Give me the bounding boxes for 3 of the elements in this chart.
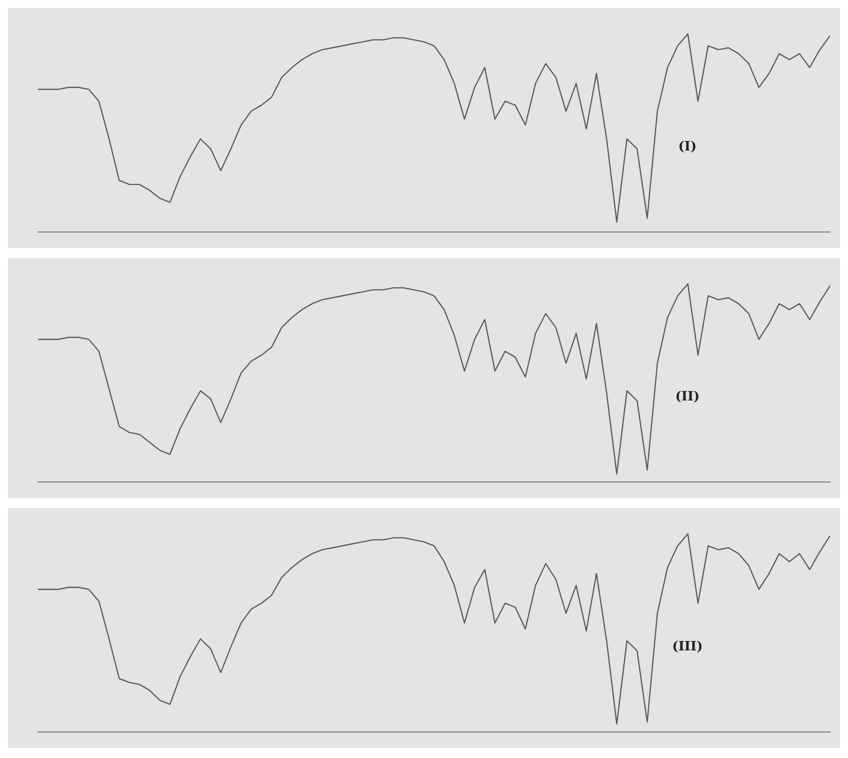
annotation: (I) [678, 140, 697, 155]
annotation: (II) [675, 390, 700, 405]
annotation: (III) [672, 640, 703, 655]
